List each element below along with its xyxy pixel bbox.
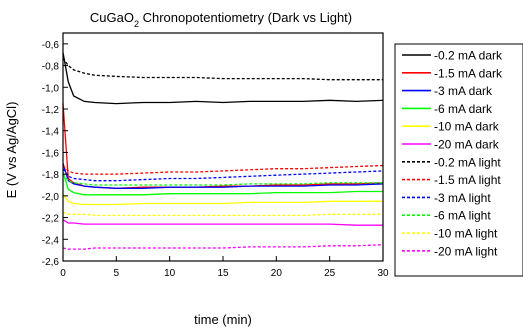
chart-title: CuGaO2 Chronopotentiometry (Dark vs Ligh… xyxy=(90,10,352,29)
y-tick-label: -0,8 xyxy=(42,62,60,73)
x-tick-label: 15 xyxy=(217,268,229,279)
legend-label: -20 mA dark xyxy=(434,138,500,152)
legend-label: -0.2 mA light xyxy=(434,155,501,169)
x-tick-label: 25 xyxy=(324,268,336,279)
legend-label: -1.5 mA light xyxy=(434,173,501,187)
y-tick-label: -1,0 xyxy=(42,83,60,94)
x-tick-label: 30 xyxy=(377,268,389,279)
series-line-2 xyxy=(62,103,384,189)
y-axis-label: E (V vs Ag/AgCl) xyxy=(4,102,19,199)
series-line-5 xyxy=(62,193,383,206)
y-axis-ticks: -0,6 -0,8 -1,0 -1,2 -1,4 -1,6 -1,8 -2,0 -2,2 -2,4… xyxy=(42,40,68,268)
series-line-8 xyxy=(62,164,384,175)
x-axis-ticks: 0 5 10 15 20 25 30 xyxy=(60,256,389,279)
legend-label: -3 mA dark xyxy=(434,84,493,98)
series-line-1 xyxy=(62,52,384,105)
legend-label: -6 mA dark xyxy=(434,102,493,116)
legend-label: -0.2 mA dark xyxy=(434,49,503,63)
x-tick-label: 0 xyxy=(60,268,66,279)
y-tick-label: -1,2 xyxy=(42,105,60,116)
series-line-11 xyxy=(62,211,383,217)
series-line-6 xyxy=(62,219,383,226)
chart-title-subscript: 2 xyxy=(134,19,139,29)
legend-items: -0.2 mA dark -1.5 mA dark -3 mA dark -6 mA … xyxy=(402,49,503,258)
chart-title-rest: Chronopotentiometry (Dark vs Light) xyxy=(139,10,352,25)
series-line-7 xyxy=(62,57,383,81)
legend-label: -1.5 mA dark xyxy=(434,66,503,80)
legend-label: -10 mA dark xyxy=(434,120,500,134)
legend-label: -10 mA light xyxy=(434,227,498,241)
chart-title-main: CuGaO xyxy=(90,10,134,25)
series-line-12 xyxy=(62,244,384,250)
legend-label: -6 mA light xyxy=(434,209,491,223)
legend: -0.2 mA dark -1.5 mA dark -3 mA dark -6 mA … xyxy=(394,43,523,277)
y-tick-label: -2,4 xyxy=(42,235,60,246)
plot-lines xyxy=(62,52,384,250)
y-tick-label: -1,8 xyxy=(42,170,60,181)
x-tick-label: 10 xyxy=(164,268,176,279)
y-tick-label: -2,6 xyxy=(42,257,60,268)
series-line-10 xyxy=(62,173,383,186)
x-tick-label: 5 xyxy=(114,268,120,279)
plot-frame xyxy=(62,32,384,262)
y-tick-label: -2,0 xyxy=(42,192,60,203)
x-axis-label: time (min) xyxy=(194,312,252,327)
y-tick-label: -1,4 xyxy=(42,127,60,138)
series-line-3 xyxy=(62,163,384,189)
y-tick-label: -1,6 xyxy=(42,148,60,159)
series-line-4 xyxy=(62,171,383,196)
legend-box xyxy=(394,43,523,277)
series-line-9 xyxy=(62,168,384,182)
legend-label: -20 mA light xyxy=(434,244,498,258)
x-tick-label: 20 xyxy=(271,268,283,279)
y-tick-label: -2,2 xyxy=(42,214,60,225)
y-tick-label: -0,6 xyxy=(42,40,60,51)
legend-label: -3 mA light xyxy=(434,191,491,205)
